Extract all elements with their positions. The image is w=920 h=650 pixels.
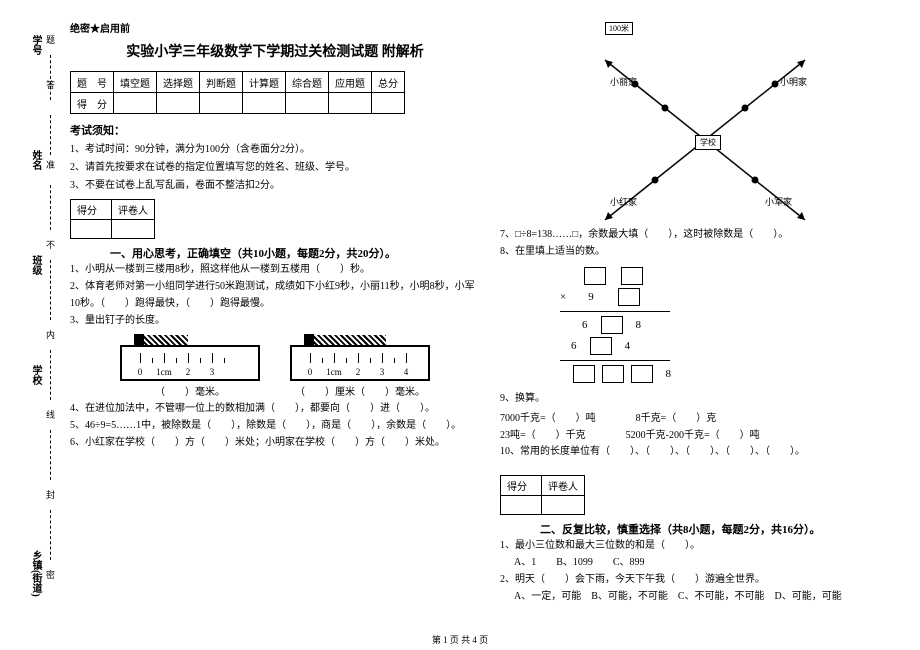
s2q2: 2、明天（ ）会下雨，今天下午我（ ）游遍全世界。 xyxy=(500,571,910,588)
side-hint-7: 封 xyxy=(44,490,57,499)
section1-title: 一、用心思考，正确填空（共10小题，每题2分，共20分）。 xyxy=(110,245,480,261)
multiplication-block: × 9 6 8 6 4 8 xyxy=(560,266,910,384)
side-label-class: 班级 xyxy=(28,255,43,275)
right-column: 100米 学校 小丽家 小明家 小红家 小军家 7、□÷8=138……□，余数最… xyxy=(500,20,910,630)
times: × xyxy=(560,291,566,303)
side-label-name: 姓名 xyxy=(28,150,43,170)
lab-xl: 小丽家 xyxy=(610,75,637,88)
dash-line xyxy=(50,115,51,155)
side-hint-1: 题 xyxy=(44,35,57,44)
lab-xm: 小明家 xyxy=(780,75,807,88)
score-blank xyxy=(114,93,157,114)
side-hint-6: 线 xyxy=(44,410,57,419)
school-label: 学校 xyxy=(695,135,721,150)
left-column: 绝密★启用前 实验小学三年级数学下学期过关检测试题 附解析 题 号 填空题 选择… xyxy=(70,20,480,630)
direction-diagram: 100米 学校 小丽家 小明家 小红家 小军家 xyxy=(555,20,855,220)
section2-title: 二、反复比较，慎重选择（共8小题，每题2分，共16分）。 xyxy=(540,521,910,537)
mini-c1: 得分 xyxy=(71,200,112,220)
dash-line xyxy=(50,510,51,560)
ruler-1: 0 1cm 2 3 xyxy=(120,335,260,381)
mini2-c2: 评卷人 xyxy=(542,476,585,496)
dash-line xyxy=(50,185,51,230)
conv3: 23吨=（ ）千克 xyxy=(500,426,586,441)
exam-title: 实验小学三年级数学下学期过关检测试题 附解析 xyxy=(70,41,480,61)
side-hint-3: 准 xyxy=(44,160,57,169)
s2q1-opts: A、1 B、1099 C、899 xyxy=(514,554,910,571)
binding-sidebar: 学号 姓名 班级 学校 乡镇(街道) 题 答 准 不 内 线 封 密 xyxy=(0,0,60,650)
notice-1: 1、考试时间：90分钟，满分为100分（含卷面分2分）。 xyxy=(70,142,480,158)
score-h7: 总分 xyxy=(372,72,405,93)
lab-xh: 小红家 xyxy=(610,195,637,208)
ruler1-caption: （ ）毫米。 xyxy=(120,383,260,398)
score-h5: 综合题 xyxy=(286,72,329,93)
ruler2-caption: （ ）厘米（ ）毫米。 xyxy=(290,383,430,398)
score-h2: 选择题 xyxy=(157,72,200,93)
q1: 1、小明从一楼到三楼用8秒，照这样他从一楼到五楼用（ ）秒。 xyxy=(70,261,480,278)
conv1: 7000千克=（ ）吨 xyxy=(500,409,596,424)
conv2: 8千克=（ ）克 xyxy=(636,409,717,424)
score-h0: 题 号 xyxy=(71,72,114,93)
score-h1: 填空题 xyxy=(114,72,157,93)
mini-c2: 评卷人 xyxy=(112,200,155,220)
dash-line xyxy=(50,55,51,100)
side-hint-5: 内 xyxy=(44,330,57,339)
dash-line xyxy=(50,430,51,480)
q4: 4、在进位加法中，不管哪一位上的数相加满（ ），都要向（ ）进（ ）。 xyxy=(70,400,480,417)
r3: 8 xyxy=(666,368,672,380)
side-label-id: 学号 xyxy=(28,35,43,55)
n9: 9 xyxy=(588,291,594,303)
score-h6: 应用题 xyxy=(329,72,372,93)
mini2-c1: 得分 xyxy=(501,476,542,496)
distance-box: 100米 xyxy=(605,22,633,35)
notice-title: 考试须知： xyxy=(70,122,480,138)
r1b: 8 xyxy=(636,319,642,331)
side-hint-4: 不 xyxy=(44,240,57,249)
ruler-2: 0 1cm 2 3 4 xyxy=(290,335,430,381)
notice-2: 2、请首先按要求在试卷的指定位置填写您的姓名、班级、学号。 xyxy=(70,160,480,176)
r2a: 6 xyxy=(571,340,577,352)
q9: 9、换算。 xyxy=(500,390,910,407)
grader-box-2: 得分评卷人 xyxy=(500,475,585,515)
lab-xj: 小军家 xyxy=(765,195,792,208)
score-r2-label: 得 分 xyxy=(71,93,114,114)
rulers: 0 1cm 2 3 （ ）毫米。 xyxy=(70,335,480,398)
score-h3: 判断题 xyxy=(200,72,243,93)
dash-line xyxy=(50,350,51,400)
q10: 10、常用的长度单位有（ ）、（ ）、（ ）、（ ）、（ ）。 xyxy=(500,443,910,460)
dash-line xyxy=(50,260,51,320)
r2b: 4 xyxy=(625,340,631,352)
q7: 7、□÷8=138……□，余数最大填（ ），这时被除数是（ ）。 xyxy=(500,226,910,243)
side-label-town: 乡镇(街道) xyxy=(28,550,43,597)
side-hint-8: 密 xyxy=(44,570,57,579)
secret-mark: 绝密★启用前 xyxy=(70,20,480,35)
q5: 5、46÷9=5……1中，被除数是（ ），除数是（ ），商是（ ），余数是（ ）… xyxy=(70,417,480,434)
q6: 6、小红家在学校（ ）方（ ）米处；小明家在学校（ ）方（ ）米处。 xyxy=(70,434,480,451)
q8: 8、在里填上适当的数。 xyxy=(500,243,910,260)
q2: 2、体育老师对第一小组同学进行50米跑测试，成绩如下小红9秒，小丽11秒，小明8… xyxy=(70,278,480,312)
conv4: 5200千克-200千克=（ ）吨 xyxy=(626,426,760,441)
side-label-school: 学校 xyxy=(28,365,43,385)
s2q1: 1、最小三位数和最大三位数的和是（ ）。 xyxy=(500,537,910,554)
notice-3: 3、不要在试卷上乱写乱画，卷面不整洁扣2分。 xyxy=(70,178,480,194)
q3: 3、量出钉子的长度。 xyxy=(70,312,480,329)
r1a: 6 xyxy=(582,319,588,331)
grader-box: 得分评卷人 xyxy=(70,199,155,239)
page-footer: 第 1 页 共 4 页 xyxy=(0,633,920,646)
score-table: 题 号 填空题 选择题 判断题 计算题 综合题 应用题 总分 得 分 xyxy=(70,71,405,114)
s2q2-opts: A、一定，可能 B、可能，不可能 C、不可能，不可能 D、可能，可能 xyxy=(514,588,910,605)
score-h4: 计算题 xyxy=(243,72,286,93)
